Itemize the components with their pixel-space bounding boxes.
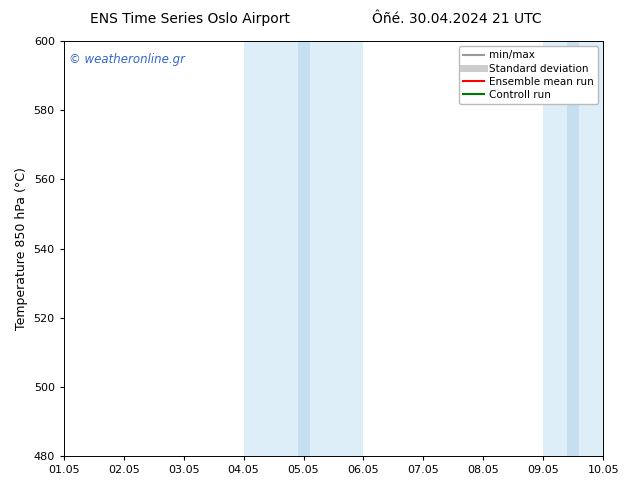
Bar <box>243 41 363 456</box>
Bar <box>297 41 309 456</box>
Legend: min/max, Standard deviation, Ensemble mean run, Controll run: min/max, Standard deviation, Ensemble me… <box>459 46 598 104</box>
Bar <box>543 41 603 456</box>
Text: Ôñé. 30.04.2024 21 UTC: Ôñé. 30.04.2024 21 UTC <box>372 12 541 26</box>
Text: ENS Time Series Oslo Airport: ENS Time Series Oslo Airport <box>90 12 290 26</box>
Bar <box>567 41 579 456</box>
Text: © weatheronline.gr: © weatheronline.gr <box>69 53 185 67</box>
Y-axis label: Temperature 850 hPa (°C): Temperature 850 hPa (°C) <box>15 167 28 330</box>
